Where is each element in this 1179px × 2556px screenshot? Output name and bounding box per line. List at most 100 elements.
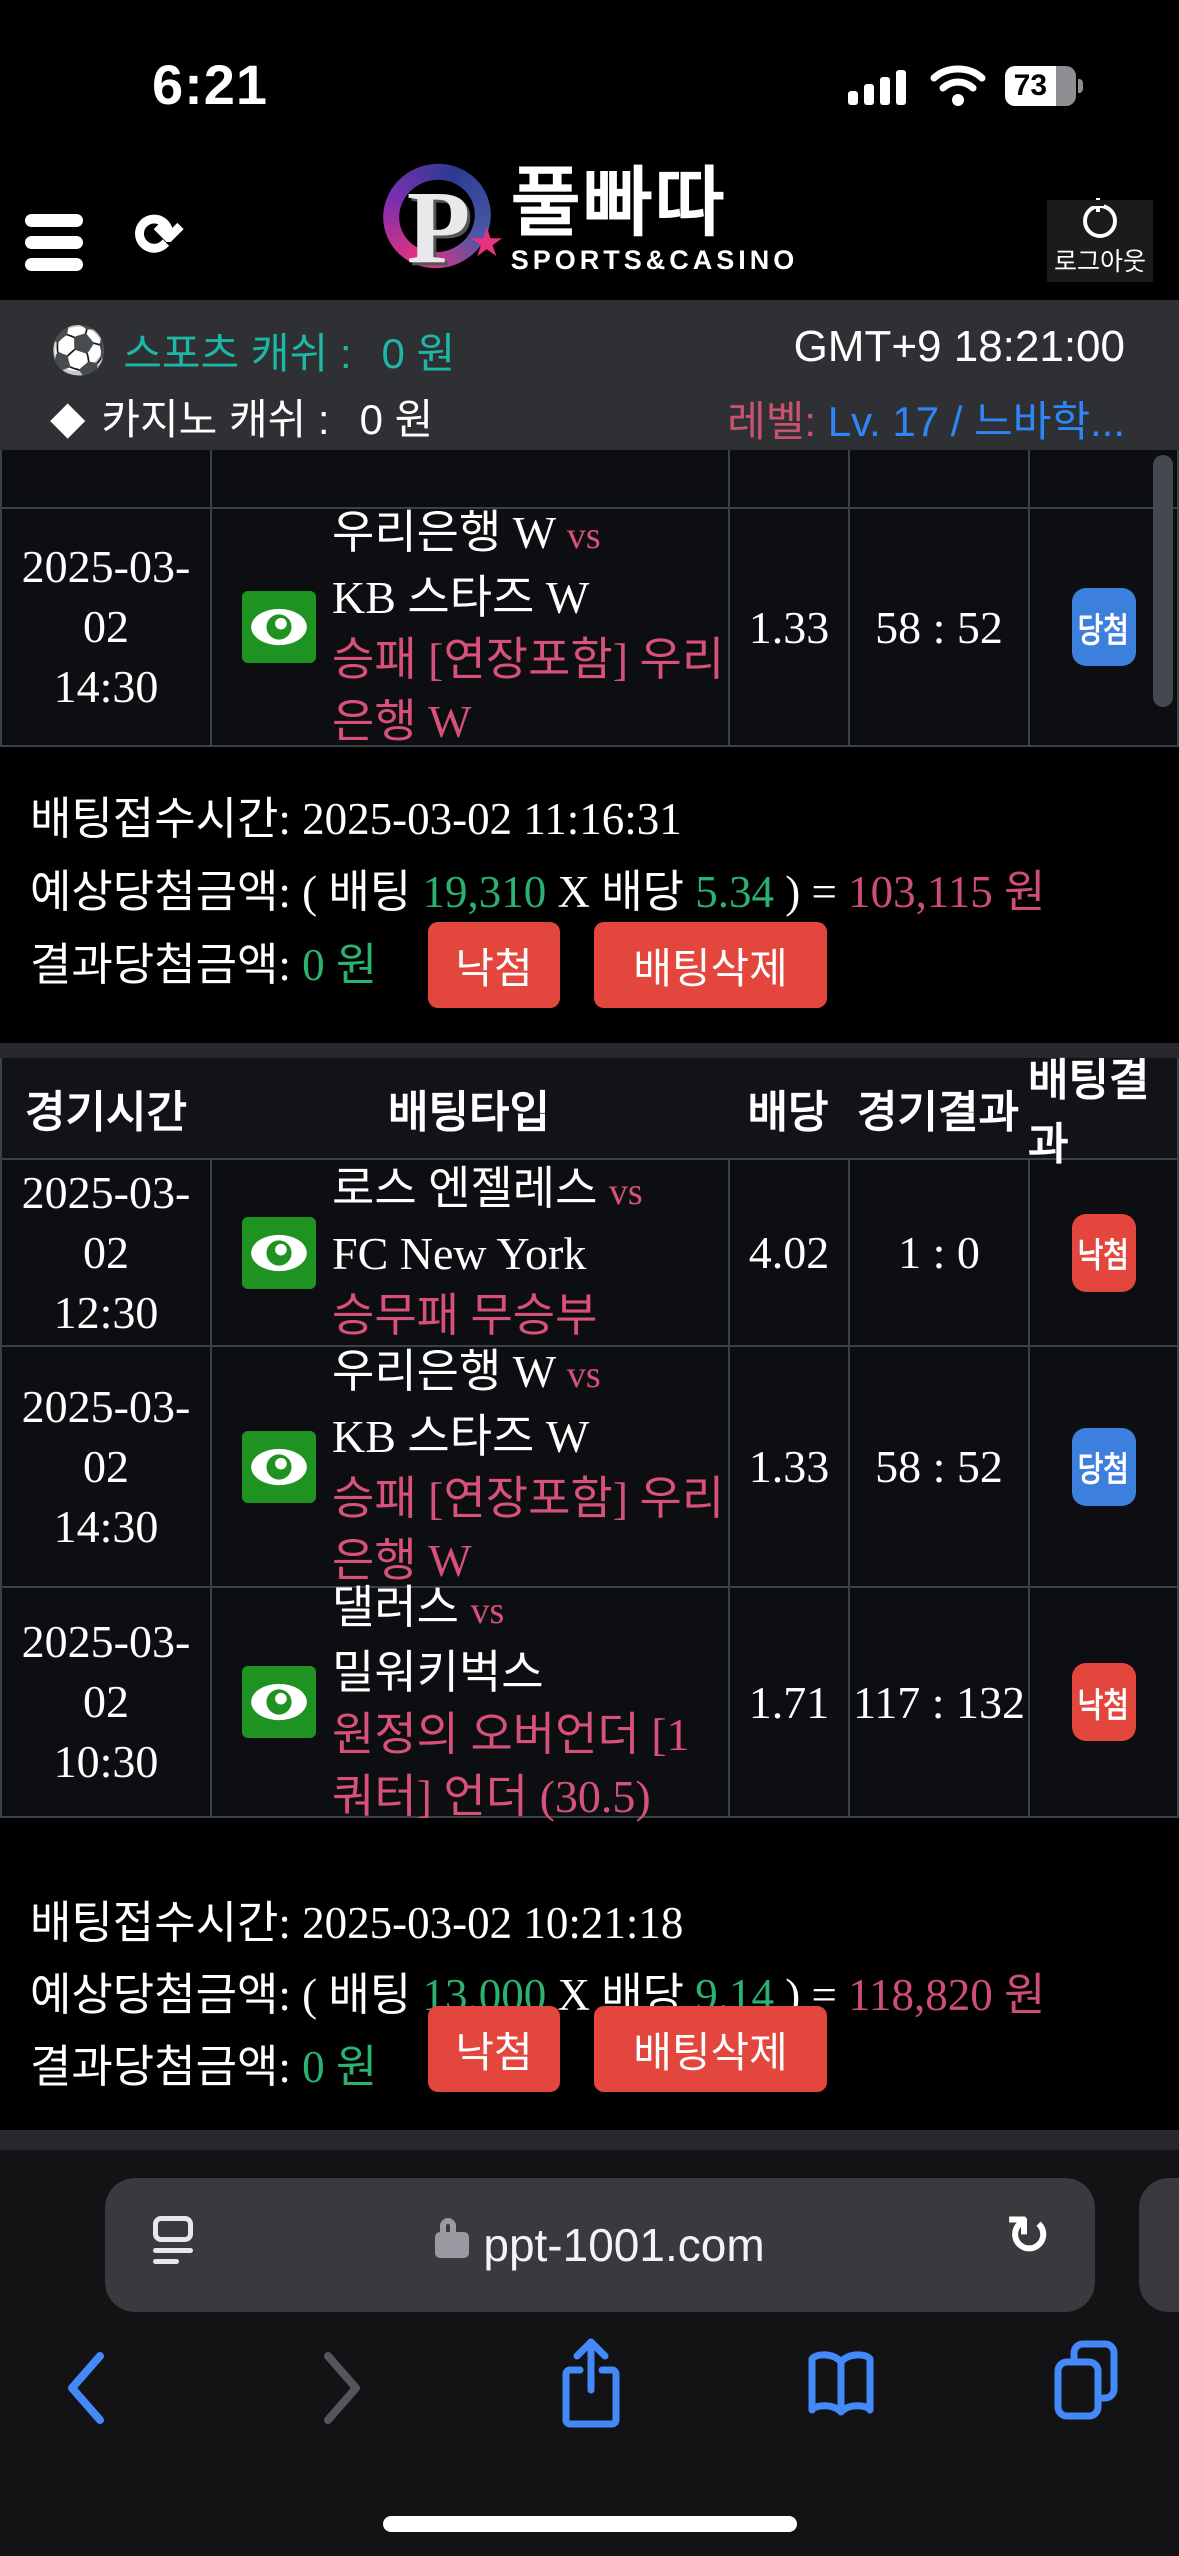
casino-cash-label: 카지노 캐쉬 : (101, 396, 330, 443)
bet-pick: 승무패 무승부 (332, 1290, 598, 1341)
team1: 로스 엔젤레스 (332, 1163, 598, 1214)
match-time: 14:30 (53, 1500, 159, 1552)
page-menu-icon[interactable] (153, 2216, 193, 2264)
casino-cash-value: 0 원 (359, 396, 434, 443)
vs-label: vs (470, 1589, 505, 1632)
expected-win-line: 예상당첨금액: ( 배팅 19,310 X 배당 5.34 ) = 103,11… (30, 867, 1046, 917)
bet-received-time: 2025-03-02 10:21:18 (302, 1898, 684, 1948)
match-date: 2025-03-02 (21, 1166, 191, 1278)
url-text[interactable]: ppt-1001.com (483, 2219, 765, 2271)
result-win-line: 결과당첨금액: 0 원 (30, 940, 378, 990)
back-button[interactable] (62, 2348, 110, 2428)
match-date: 2025-03-02 (21, 541, 191, 652)
result-badge: 당첨 (1071, 588, 1136, 666)
share-icon[interactable] (558, 2336, 624, 2432)
lock-icon (435, 2218, 470, 2258)
soccer-ball-icon: ⚽ (50, 324, 108, 376)
score: 117 : 132 (848, 1588, 1028, 1816)
diamond-icon: ◆ (50, 390, 86, 443)
section-divider (0, 1043, 1179, 1058)
eye-icon[interactable] (242, 1666, 316, 1738)
col-header: 배당 (747, 1088, 829, 1137)
cellular-signal-icon (848, 70, 906, 105)
casino-cash-row: ◆ 카지노 캐쉬 : 0 원 (50, 386, 433, 447)
home-indicator[interactable] (383, 2516, 797, 2532)
battery-percent: 73 (1005, 66, 1056, 106)
table-row: 2025-03-02 10:30 댈러스 vs 밀워키벅스 원정의 오버언더 [… (2, 1582, 1177, 1822)
odds: 1.33 (728, 1347, 848, 1586)
level-label: 레벨: (727, 398, 817, 445)
team1: 우리은행 W (332, 506, 556, 558)
tabs-icon[interactable] (1050, 2338, 1122, 2422)
logo-title: 풀빠따 (510, 161, 727, 247)
match-date: 2025-03-02 (21, 1616, 191, 1727)
score: 58 : 52 (848, 509, 1028, 745)
menu-icon[interactable] (25, 214, 83, 280)
bet-pick: 원정의 오버언더 [1 쿼터] 언더 (30.5) (332, 1708, 690, 1822)
bet-table-1: 12:30 승무패 무승부 낙첨 2025 (0, 450, 1179, 747)
wifi-icon (930, 65, 986, 106)
total-odds: 5.34 (695, 867, 775, 917)
match-time: 12:30 (53, 1286, 159, 1338)
eye-icon[interactable] (242, 1216, 316, 1289)
col-header: 경기시간 (25, 1088, 187, 1137)
forward-button[interactable] (318, 2348, 366, 2428)
result-amount: 0 원 (302, 940, 378, 990)
col-header: 배팅결과 (1028, 1056, 1150, 1169)
user-level[interactable]: 레벨: Lv. 17 / 느바학... (727, 388, 1125, 449)
team2: 밀워키벅스 (332, 1646, 544, 1698)
table-scrollbar[interactable] (1153, 455, 1173, 707)
logo-star-icon: ★ (468, 221, 505, 265)
bet-pick: 승패 [연장포함] 우리은행 W (332, 1473, 725, 1586)
table-row: 2025-03-02 14:30 우리은행 W vs KB 스타즈 W 승패 [… (2, 506, 1177, 747)
power-icon (1083, 198, 1117, 238)
level-value: Lv. 17 / 느바학... (816, 398, 1125, 445)
lose-status-button[interactable]: 낙첨 (428, 922, 560, 1008)
delete-bet-button[interactable]: 배팅삭제 (594, 922, 827, 1008)
sports-cash-value: 0 원 (381, 330, 456, 377)
sports-cash-row: ⚽ 스포츠 캐쉬 : 0 원 (50, 320, 455, 381)
logo-subtitle: SPORTS&CASINO (510, 244, 799, 275)
battery-icon: 73 (1005, 66, 1083, 106)
team1: 우리은행 W (332, 1346, 556, 1397)
lose-status-button[interactable]: 낙첨 (428, 2006, 560, 2092)
match-time: 10:30 (53, 1736, 159, 1787)
bookmarks-icon[interactable] (804, 2350, 878, 2420)
next-tab-edge[interactable] (1139, 2178, 1179, 2312)
col-header: 경기결과 (857, 1088, 1019, 1137)
vs-label: vs (566, 514, 601, 557)
col-header: 배팅타입 (388, 1088, 550, 1137)
eye-icon[interactable] (242, 1430, 316, 1503)
bet-time-line: 배팅접수시간: 2025-03-02 10:21:18 (30, 1898, 684, 1948)
result-amount: 0 원 (302, 2042, 378, 2092)
vs-label: vs (566, 1354, 601, 1396)
eye-icon[interactable] (242, 591, 316, 663)
reload-icon[interactable]: ↻ (1005, 2205, 1052, 2267)
address-bar[interactable]: ppt-1001.com ↻ (105, 2178, 1095, 2312)
logo-p-emblem: P ★ (369, 149, 505, 288)
site-logo[interactable]: P ★ 풀빠따 SPORTS&CASINO (0, 149, 1179, 288)
safari-toolbar (0, 2330, 1179, 2460)
account-info-bar: ⚽ 스포츠 캐쉬 : 0 원 ◆ 카지노 캐쉬 : 0 원 GMT+9 18:2… (0, 300, 1179, 450)
table-row: 2025-03-02 12:30 로스 엔젤레스 vs FC New York … (2, 1158, 1177, 1345)
logout-button[interactable]: 로그아웃 (1047, 198, 1153, 282)
match-date: 2025-03-02 (21, 1380, 191, 1492)
match-time: 14:30 (53, 661, 159, 712)
safari-bottom-bar: ppt-1001.com ↻ (0, 2150, 1179, 2556)
odds: 1.33 (728, 509, 848, 745)
delete-bet-button[interactable]: 배팅삭제 (594, 2006, 827, 2092)
odds: 4.02 (728, 1160, 848, 1345)
table-row: 2025-03-02 14:30 우리은행 W vs KB 스타즈 W 승패 [… (2, 1345, 1177, 1586)
score: 1 : 0 (848, 1160, 1028, 1345)
expected-amount: 103,115 원 (848, 867, 1046, 917)
expected-amount: 118,820 원 (848, 1970, 1046, 2020)
result-badge: 낙첨 (1071, 1663, 1136, 1741)
section-divider (0, 2130, 1179, 2150)
bet-table-2: 경기시간 배팅타입 배당 경기결과 배팅결과 2025-03-02 12:30 (0, 1056, 1179, 1822)
refresh-icon[interactable]: ⟳ (134, 202, 183, 268)
server-time: GMT+9 18:21:00 (793, 322, 1125, 371)
bet-received-time: 2025-03-02 11:16:31 (302, 794, 682, 844)
result-badge: 낙첨 (1071, 1213, 1136, 1292)
table-row-cut: 12:30 승무패 무승부 낙첨 (2, 450, 1177, 507)
